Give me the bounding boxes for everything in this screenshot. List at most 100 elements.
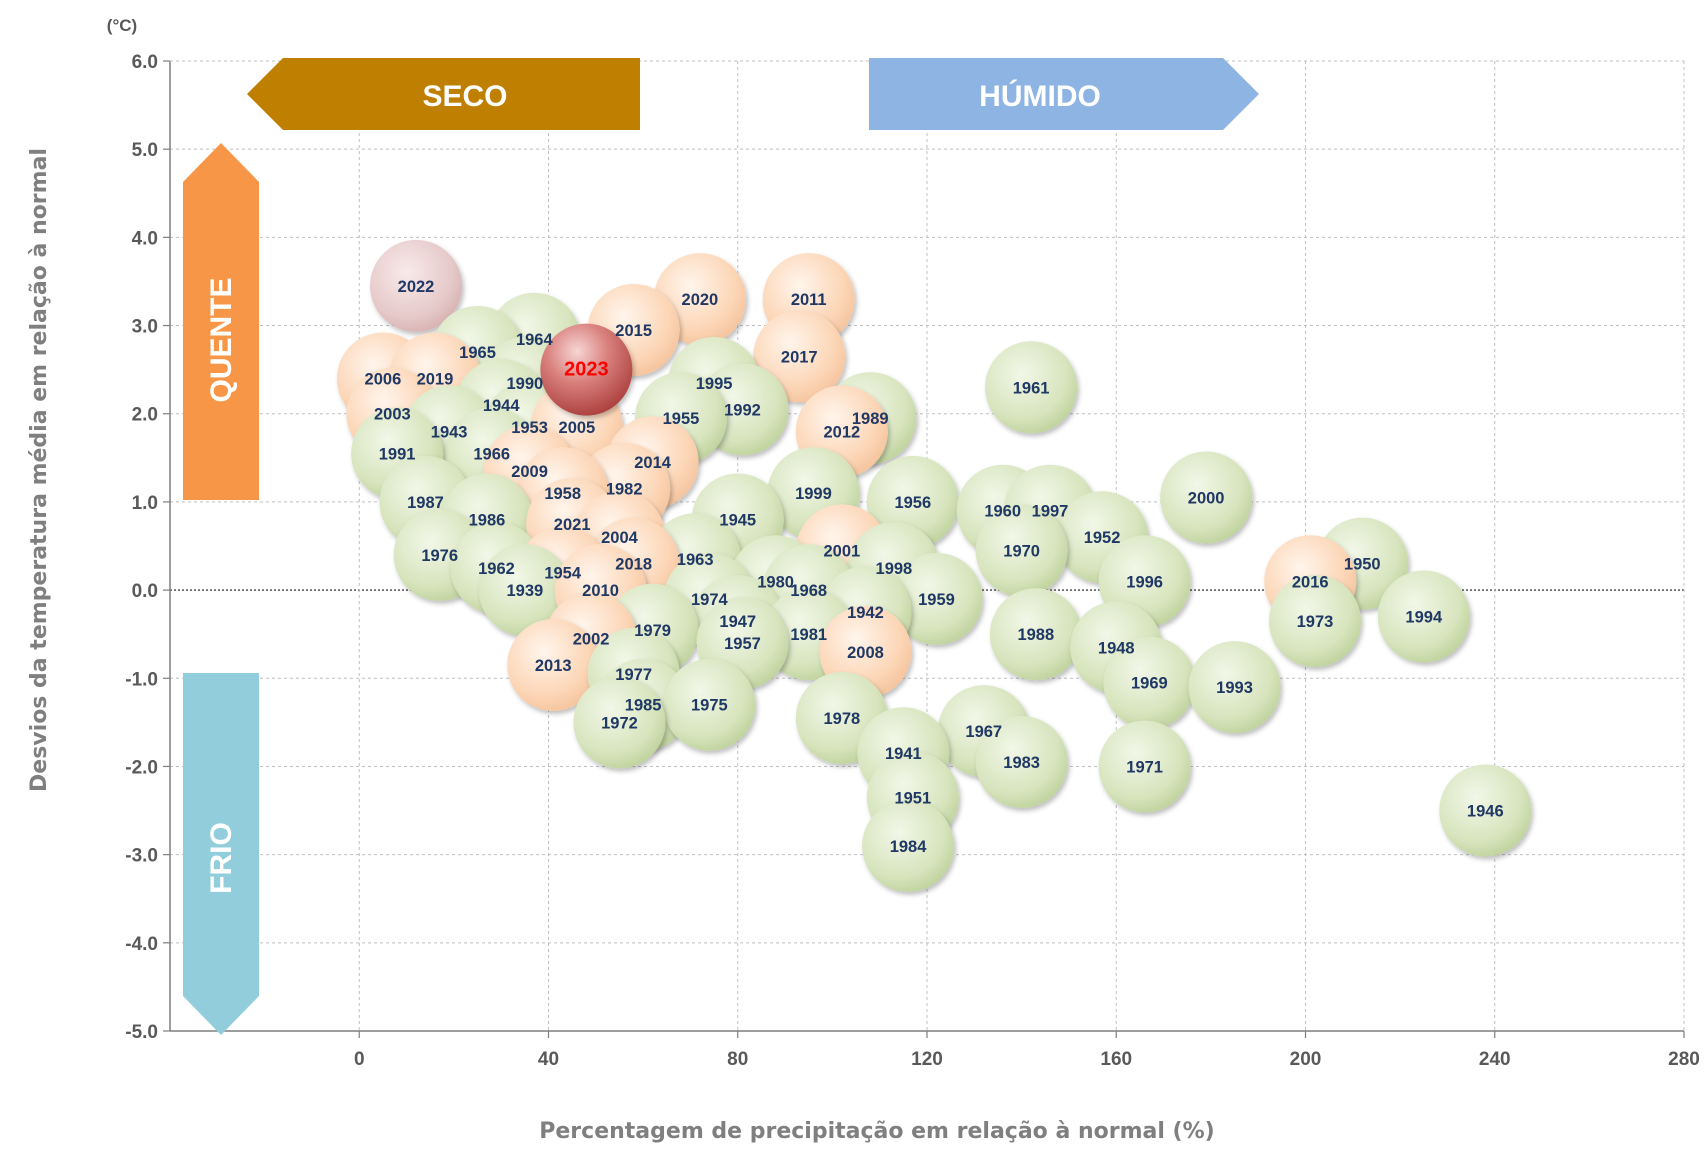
y-tick-label: -1.0 (125, 669, 158, 690)
y-tick-label: -3.0 (125, 846, 158, 867)
bubble-label: 1995 (696, 375, 733, 393)
bubble-circle (890, 552, 983, 645)
x-tick-label: 120 (911, 1049, 943, 1070)
bubble-label: 1959 (918, 591, 955, 609)
bubble-circle (1103, 636, 1196, 729)
y-tick-label: -4.0 (125, 934, 158, 955)
bubble-circle (370, 239, 463, 332)
bubble-label: 1985 (625, 697, 662, 715)
bubble-label: 1955 (663, 410, 700, 428)
bubble-label: 2020 (682, 291, 719, 309)
bubble-label: 1999 (795, 485, 832, 503)
bubble-label: 1998 (876, 560, 913, 578)
bubble-label: 1991 (379, 445, 416, 463)
bubble-label: 1957 (724, 635, 761, 653)
x-tick-label: 160 (1100, 1049, 1132, 1070)
bubble-label: 2014 (634, 454, 672, 472)
bubble-label: 1990 (506, 375, 543, 393)
bubble-label: 1983 (1003, 754, 1040, 772)
wet-arrow: HÚMIDO (869, 58, 1259, 130)
bubble-1984 (862, 799, 955, 892)
bubble-label: 2018 (615, 556, 652, 574)
bubble-circle (985, 341, 1078, 434)
bubble-label: 1970 (1003, 542, 1040, 560)
bubble-label: 1974 (691, 591, 729, 609)
bubble-circle (1377, 570, 1470, 663)
bubble-label: 1946 (1467, 803, 1504, 821)
wet-label: HÚMIDO (979, 79, 1101, 113)
y-tick-label: 5.0 (132, 140, 158, 161)
y-unit-label: (°C) (107, 16, 137, 35)
bubbles: 2022 2020 2011 2015 1964 1965 2017 2006 2019 1990… (336, 239, 1532, 892)
cold-arrow: FRIO (183, 673, 259, 1035)
x-tick-label: 240 (1479, 1049, 1511, 1070)
x-tick-label: 80 (727, 1049, 748, 1070)
bubble-label: 1952 (1084, 529, 1121, 547)
bubble-label: 2004 (601, 529, 639, 547)
bubble-label: 1969 (1131, 675, 1168, 693)
x-tick-label: 280 (1668, 1049, 1700, 1070)
bubble-circle (1439, 764, 1532, 857)
x-axis-title: Percentagem de precipitação em relação à… (539, 1119, 1214, 1144)
bubble-label: 1956 (894, 494, 931, 512)
bubble-label: 1954 (544, 564, 582, 582)
bubble-circle (478, 544, 571, 637)
bubble-label: 1971 (1126, 758, 1163, 776)
bubble-label: 1958 (544, 485, 581, 503)
bubble-label: 1945 (719, 512, 756, 530)
bubble-label: 2006 (365, 370, 402, 388)
bubble-label: 1976 (421, 547, 458, 565)
y-tick-label: 2.0 (132, 405, 158, 426)
bubble-label: 1963 (677, 551, 714, 569)
bubble-label: 1982 (606, 481, 643, 499)
bubble-circle (540, 323, 633, 416)
axes: 6.0 5.0 4.0 3.0 2.0 1.0 0.0 -1.0 -2.0 -3.0 -4.0 -5.… (125, 52, 1700, 1070)
bubble-label: 1977 (615, 666, 652, 684)
bubble-label: 1950 (1344, 556, 1381, 574)
bubble-label: 1979 (634, 622, 671, 640)
bubble-1969 (1103, 636, 1196, 729)
bubble-label: 1996 (1126, 573, 1163, 591)
x-tick-label: 0 (354, 1049, 365, 1070)
dry-label: SECO (422, 80, 507, 113)
bubble-circle (663, 658, 756, 751)
bubble-circle (1098, 720, 1191, 813)
bubble-1959 (890, 552, 983, 645)
y-tick-label: 1.0 (132, 493, 158, 514)
bubble-label: 1986 (469, 512, 506, 530)
bubble-1973 (1268, 574, 1361, 667)
bubble-label: 1975 (691, 697, 728, 715)
bubble-label: 1973 (1297, 613, 1334, 631)
bubble-label: 1948 (1098, 639, 1135, 657)
bubble-label: 2000 (1188, 490, 1225, 508)
bubble-circle (975, 716, 1068, 809)
bubble-label: 1965 (459, 344, 496, 362)
bubble-1970 (975, 504, 1068, 597)
bubble-label: 2005 (559, 419, 596, 437)
bubble-1975 (663, 658, 756, 751)
x-tick-label: 40 (538, 1049, 559, 1070)
bubble-1939 (478, 544, 571, 637)
bubble-label: 1994 (1405, 609, 1443, 627)
bubble-label: 1939 (506, 582, 543, 600)
bubble-1971 (1098, 720, 1191, 813)
y-tick-label: 4.0 (132, 228, 158, 249)
bubble-label: 2021 (554, 516, 591, 534)
bubble-label: 1960 (984, 503, 1021, 521)
bubble-label: 1989 (852, 410, 889, 428)
bubble-label: 1980 (757, 573, 794, 591)
y-tick-label: -2.0 (125, 757, 158, 778)
bubble-label: 2019 (417, 370, 454, 388)
bubble-label: 2023 (564, 359, 609, 381)
bubble-circle (862, 799, 955, 892)
bubble-label: 2008 (847, 644, 884, 662)
bubble-1972 (573, 676, 666, 769)
hot-label: QUENTE (205, 277, 238, 402)
bubble-label: 1992 (724, 401, 761, 419)
bubble-label: 1968 (790, 582, 827, 600)
bubble-circle (975, 504, 1068, 597)
bubble-2022 (370, 239, 463, 332)
bubble-label: 1981 (790, 626, 827, 644)
bubble-label: 1941 (885, 745, 922, 763)
